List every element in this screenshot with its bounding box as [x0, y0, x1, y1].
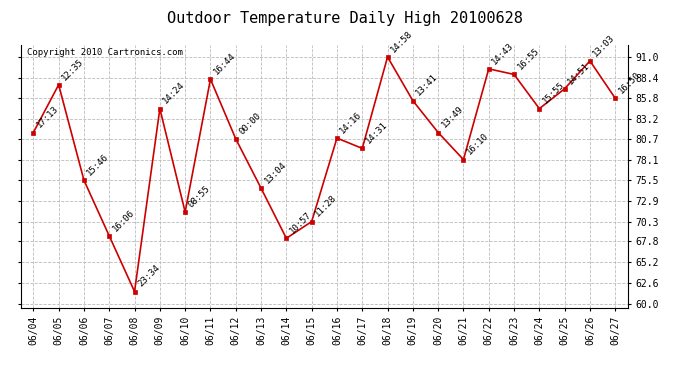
Text: 13:41: 13:41 [414, 72, 440, 98]
Text: 23:34: 23:34 [136, 264, 161, 289]
Text: 16:06: 16:06 [110, 208, 136, 233]
Text: 16:50: 16:50 [617, 70, 642, 96]
Text: 13:04: 13:04 [262, 160, 288, 185]
Text: 16:10: 16:10 [465, 131, 490, 157]
Text: 14:24: 14:24 [161, 81, 186, 106]
Text: 11:28: 11:28 [313, 194, 338, 219]
Text: 14:43: 14:43 [490, 41, 515, 66]
Text: Outdoor Temperature Daily High 20100628: Outdoor Temperature Daily High 20100628 [167, 11, 523, 26]
Text: 15:55: 15:55 [541, 81, 566, 106]
Text: 10:57: 10:57 [288, 210, 313, 236]
Text: 08:55: 08:55 [186, 184, 212, 209]
Text: 00:00: 00:00 [237, 111, 262, 136]
Text: 13:49: 13:49 [440, 104, 465, 130]
Text: 16:44: 16:44 [212, 51, 237, 76]
Text: 14:31: 14:31 [364, 120, 389, 146]
Text: 16:55: 16:55 [515, 46, 541, 72]
Text: 13:03: 13:03 [591, 33, 617, 58]
Text: 14:58: 14:58 [389, 29, 414, 54]
Text: 14:16: 14:16 [338, 110, 364, 135]
Text: Copyright 2010 Cartronics.com: Copyright 2010 Cartronics.com [27, 48, 183, 57]
Text: 15:46: 15:46 [86, 152, 110, 177]
Text: 14:51: 14:51 [566, 61, 591, 86]
Text: 17:13: 17:13 [34, 104, 60, 130]
Text: 12:35: 12:35 [60, 57, 86, 82]
